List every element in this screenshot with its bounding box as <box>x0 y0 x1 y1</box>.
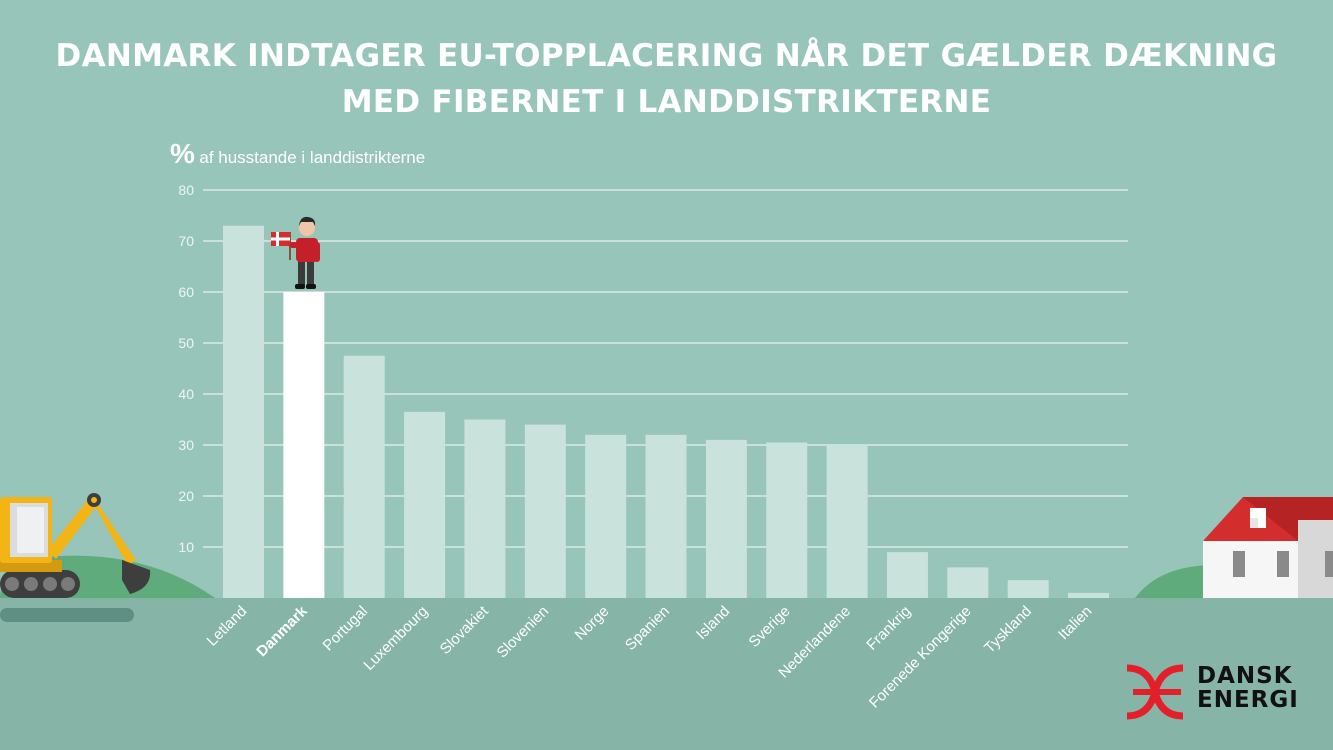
title-line-1: DANMARK INDTAGER EU-TOPPLACERING NÅR DET… <box>55 38 1278 74</box>
y-tick-label: 50 <box>178 335 194 351</box>
bar <box>343 355 385 598</box>
y-axis-unit-label: % af husstande i landdistrikterne <box>170 138 425 170</box>
y-tick-label: 30 <box>178 437 194 453</box>
bar <box>826 445 868 598</box>
bar <box>464 419 506 598</box>
bar <box>223 225 264 598</box>
bar <box>585 434 627 598</box>
bar <box>645 434 687 598</box>
ground <box>0 598 1333 750</box>
y-tick-label: 10 <box>178 539 194 555</box>
y-tick-label: 20 <box>178 488 194 504</box>
percent-symbol: % <box>170 138 195 169</box>
dansk-energi-logo-mark <box>1126 664 1184 720</box>
title-line-2: MED FIBERNET I LANDDISTRIKTERNE <box>341 84 992 120</box>
y-tick-label: 60 <box>178 284 194 300</box>
logo-text-line-1: DANSK <box>1197 663 1293 689</box>
bar <box>1007 580 1049 598</box>
bar-highlight <box>283 292 325 598</box>
bar <box>947 567 989 598</box>
logo-text-line-2: ENERGI <box>1197 687 1299 713</box>
bars <box>223 225 1110 598</box>
bar <box>1068 592 1110 598</box>
unit-description: af husstande i landdistrikterne <box>199 148 426 167</box>
bar <box>766 442 808 598</box>
y-axis-ticks: 10 20 30 40 50 60 70 80 <box>178 182 194 555</box>
bar <box>886 552 928 598</box>
excavator-icon <box>0 493 151 622</box>
person-with-danish-flag-icon <box>271 216 320 289</box>
bar <box>524 424 566 598</box>
dansk-energi-logo: DANSK ENERGI <box>1125 664 1310 720</box>
y-tick-label: 70 <box>178 233 194 249</box>
y-tick-label: 80 <box>178 182 194 198</box>
y-tick-label: 40 <box>178 386 194 402</box>
bar <box>705 439 747 598</box>
house-icon <box>1203 497 1333 598</box>
logo-text: DANSK ENERGI <box>1197 664 1299 712</box>
bar <box>404 411 446 598</box>
